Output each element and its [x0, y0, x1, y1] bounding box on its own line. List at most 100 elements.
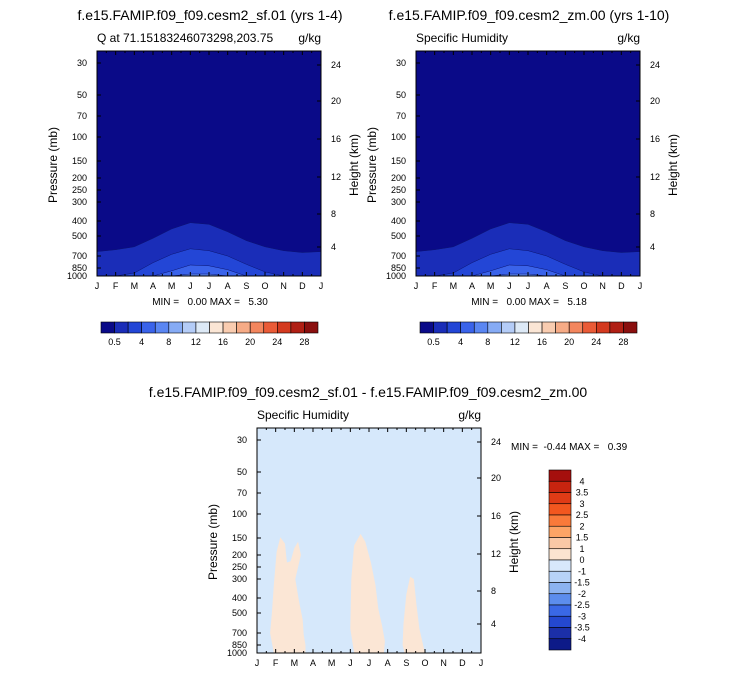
panel-2-stats: MIN = 0.00 MAX = 5.18	[471, 297, 587, 308]
x-tick-label: O	[261, 281, 268, 291]
y-right-tick-label: 8	[491, 586, 496, 596]
colorbar-label: 2	[579, 521, 584, 531]
y-tick-label: 100	[72, 132, 87, 142]
y-tick-label: 50	[77, 90, 87, 100]
x-tick-label: S	[562, 281, 568, 291]
colorbar-label: -3.5	[574, 623, 590, 633]
colorbar-swatch	[548, 638, 572, 651]
colorbar-swatch	[548, 503, 572, 516]
x-tick-label: M	[487, 281, 495, 291]
colorbar-swatch	[263, 321, 278, 334]
panel-3-y-axis-label: Pressure (mb)	[206, 504, 220, 580]
colorbar-label: 16	[218, 337, 228, 347]
colorbar-swatch	[548, 559, 572, 572]
y-right-tick-label: 4	[331, 242, 336, 252]
y-tick-label: 300	[232, 574, 247, 584]
colorbar-swatch	[541, 321, 556, 334]
panel-1-plot-area: J F M A M J J A S O N D J 30 50 70 100 150 200 250 300 400 500…	[67, 50, 341, 291]
x-tick-label: J	[367, 658, 372, 668]
colorbar-swatch	[460, 321, 475, 334]
positive-anomaly-region-jul-sep	[350, 533, 385, 653]
colorbar-swatch	[277, 321, 292, 334]
colorbar-swatch	[154, 321, 170, 334]
x-tick-label: D	[459, 658, 466, 668]
y-right-tick-label: 24	[650, 60, 660, 70]
y-tick-label: 500	[391, 231, 406, 241]
colorbar-label: -2.5	[574, 600, 590, 610]
panel-2-plot-area: J F M A M J J A S O N D J 30 50 70 100 150 200 250 300 400 500…	[386, 50, 660, 291]
colorbar-swatch	[195, 321, 210, 334]
y-tick-label: 150	[232, 533, 247, 543]
y-tick-label: 1000	[67, 271, 87, 281]
colorbar-swatch	[127, 321, 142, 334]
panel-2-subtitle-right: g/kg	[617, 31, 640, 45]
colorbar-swatch	[100, 321, 115, 334]
colorbar-label: 0.5	[427, 337, 440, 347]
colorbar-swatch	[609, 321, 624, 334]
x-tick-label: S	[403, 658, 409, 668]
y-tick-label: 150	[72, 156, 87, 166]
colorbar-label: 2.5	[576, 510, 589, 520]
x-tick-label: A	[469, 281, 475, 291]
colorbar-swatch	[182, 321, 197, 334]
y-right-tick-label: 20	[650, 96, 660, 106]
y-tick-label: 400	[232, 593, 247, 603]
colorbar-label: 16	[537, 337, 547, 347]
y-tick-label: 850	[391, 263, 406, 273]
y-tick-label: 200	[72, 173, 87, 183]
x-tick-label: J	[255, 658, 260, 668]
y-tick-label: 100	[391, 132, 406, 142]
panel-2-y-axis-label: Pressure (mb)	[365, 127, 379, 203]
x-tick-label: D	[618, 281, 625, 291]
y-right-tick-label: 16	[650, 134, 660, 144]
panel-3: f.e15.FAMIP.f09_f09.cesm2_sf.01 - f.e15.…	[149, 384, 628, 668]
panel-2: f.e15.FAMIP.f09_f09.cesm2_zm.00 (yrs 1-1…	[365, 7, 680, 347]
y-right-tick-label: 20	[331, 96, 341, 106]
y-tick-label: 500	[72, 231, 87, 241]
y-tick-label: 400	[391, 216, 406, 226]
colorbar-label: 3.5	[576, 488, 589, 498]
colorbar-swatch	[548, 570, 572, 583]
colorbar-swatch	[548, 627, 572, 640]
y-tick-label: 1000	[227, 648, 247, 658]
colorbar-label: -4	[578, 634, 586, 644]
colorbar-label: 24	[591, 337, 601, 347]
panel-1: f.e15.FAMIP.f09_f09.cesm2_sf.01 (yrs 1-4…	[46, 7, 361, 347]
panel-1-colorbar: 0.5 4 8 12 16 20 24 28	[100, 321, 319, 347]
colorbar-swatch	[501, 321, 516, 334]
colorbar-swatch	[548, 514, 572, 527]
y-tick-label: 1000	[386, 271, 406, 281]
x-tick-label: A	[385, 658, 391, 668]
panel-1-y-axis-label-right: Height (km)	[347, 134, 361, 196]
x-tick-label: J	[348, 658, 353, 668]
colorbar-label: 4	[458, 337, 463, 347]
colorbar-swatch	[209, 321, 224, 334]
colorbar-label: 4	[139, 337, 144, 347]
colorbar-swatch	[548, 537, 572, 550]
colorbar-swatch	[548, 525, 572, 538]
x-tick-label: O	[421, 658, 428, 668]
panel-2-subtitle-left: Specific Humidity	[416, 31, 508, 45]
colorbar-label: -1.5	[574, 578, 590, 588]
colorbar-swatch	[548, 593, 572, 606]
y-tick-label: 30	[77, 58, 87, 68]
x-tick-label: F	[273, 658, 279, 668]
colorbar-label: 1	[579, 544, 584, 554]
colorbar-swatch	[290, 321, 305, 334]
colorbar-swatch	[236, 321, 251, 334]
colorbar-label: 20	[245, 337, 255, 347]
panel-3-subtitle-right: g/kg	[458, 408, 481, 422]
x-tick-label: A	[310, 658, 316, 668]
colorbar-swatch	[548, 492, 572, 505]
y-right-tick-label: 12	[331, 172, 341, 182]
colorbar-label: -1	[578, 566, 586, 576]
y-right-tick-label: 20	[491, 473, 501, 483]
y-right-tick-label: 24	[331, 60, 341, 70]
y-tick-label: 150	[391, 156, 406, 166]
y-tick-label: 700	[232, 628, 247, 638]
colorbar-label: 1.5	[576, 533, 589, 543]
x-tick-label: M	[131, 281, 139, 291]
colorbar-swatch	[222, 321, 237, 334]
panel-3-colorbar: 4 3.532.52 1.510-1 -1.5-2-2.5-3 -3.5-4	[548, 469, 590, 651]
